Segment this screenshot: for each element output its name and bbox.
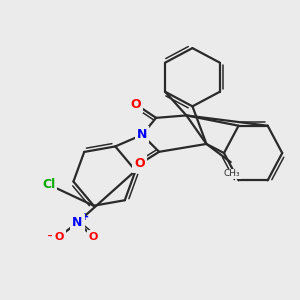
Text: N: N xyxy=(72,216,83,229)
Text: +: + xyxy=(81,212,89,222)
Text: CH₃: CH₃ xyxy=(224,169,240,178)
Text: O: O xyxy=(131,98,141,111)
Text: O: O xyxy=(54,232,64,242)
Text: Cl: Cl xyxy=(42,178,55,191)
Text: −: − xyxy=(46,230,56,241)
Text: O: O xyxy=(89,232,98,242)
Text: O: O xyxy=(134,158,145,170)
Text: N: N xyxy=(137,128,147,141)
